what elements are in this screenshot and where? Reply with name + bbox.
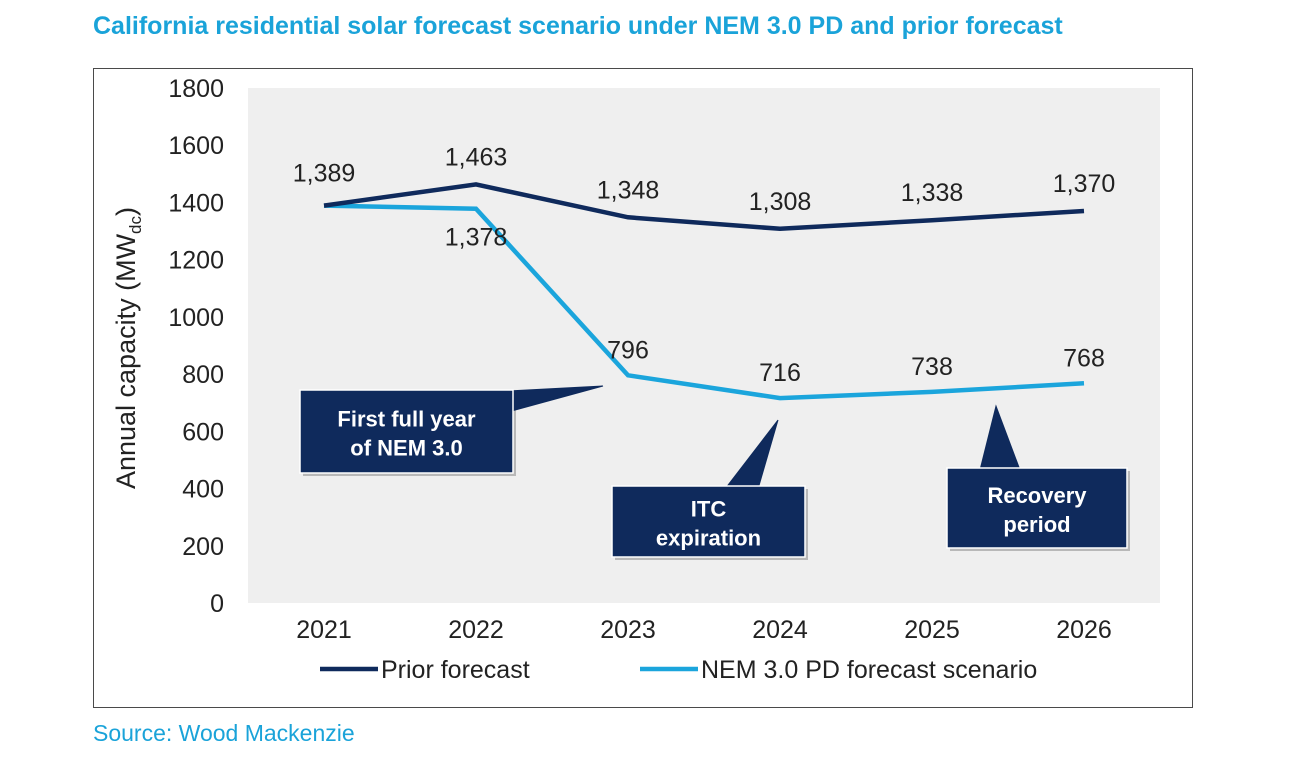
- legend-label: NEM 3.0 PD forecast scenario: [701, 656, 1037, 684]
- callout-2: Recovery period: [946, 404, 1130, 551]
- data-label: 738: [911, 353, 953, 381]
- y-tick-label: 0: [210, 590, 224, 618]
- data-label: 1,348: [597, 176, 660, 204]
- callout-text-line2: period: [1003, 512, 1070, 537]
- callout-text-line2: expiration: [656, 526, 761, 551]
- x-tick-label: 2025: [904, 616, 960, 644]
- legend-item: NEM 3.0 PD forecast scenario: [640, 656, 1037, 684]
- data-label: 1,378: [445, 224, 508, 252]
- y-tick-label: 1800: [168, 75, 224, 103]
- y-tick-label: 1000: [168, 304, 224, 332]
- callout-box: [299, 389, 514, 474]
- callout-text-line1: First full year: [337, 407, 476, 432]
- x-axis-ticks: 2021 2022 2023 2024 2025 2026: [296, 616, 1112, 644]
- data-label: 1,370: [1053, 170, 1116, 198]
- data-label: 1,389: [293, 160, 356, 188]
- legend: Prior forecast NEM 3.0 PD forecast scenar…: [320, 656, 1037, 684]
- y-axis-label-close: ): [111, 207, 141, 216]
- callouts: First full year of NEM 3.0 ITC expiration Re…: [299, 385, 1130, 560]
- chart-title: California residential solar forecast sc…: [93, 12, 1063, 40]
- y-axis-label-main: Annual capacity (MW: [111, 233, 141, 489]
- x-tick-label: 2024: [752, 616, 808, 644]
- x-tick-label: 2023: [600, 616, 656, 644]
- data-label: 1,338: [901, 179, 964, 207]
- legend-label: Prior forecast: [381, 656, 530, 684]
- series-line-prior-forecast: [323, 182, 1085, 232]
- y-tick-label: 1200: [168, 247, 224, 275]
- y-axis-ticks: 0 200 400 600 800 1000 1200 1400 1600 1800: [168, 75, 224, 618]
- y-tick-label: 400: [182, 476, 224, 504]
- data-labels: 1,389 1,463 1,348 1,308 1,338 1,370 1,378 796 71…: [293, 143, 1116, 387]
- callout-box: [611, 485, 806, 558]
- y-axis-label-sub: dc: [126, 215, 145, 233]
- legend-item: Prior forecast: [320, 656, 530, 684]
- data-label: 768: [1063, 344, 1105, 372]
- y-tick-label: 200: [182, 533, 224, 561]
- y-axis-label: Annual capacity (MWdc): [111, 207, 145, 489]
- y-tick-label: 1400: [168, 189, 224, 217]
- callout-1: ITC expiration: [611, 419, 808, 560]
- callout-box: [946, 467, 1128, 549]
- x-tick-label: 2022: [448, 616, 504, 644]
- data-label: 1,463: [445, 143, 508, 171]
- callout-text-line1: ITC: [691, 497, 727, 522]
- callout-text-line2: of NEM 3.0: [350, 436, 462, 461]
- x-tick-label: 2021: [296, 616, 352, 644]
- y-tick-label: 800: [182, 361, 224, 389]
- series-lines: [323, 182, 1085, 401]
- data-label: 716: [759, 359, 801, 387]
- data-label: 796: [607, 336, 649, 364]
- y-tick-label: 1600: [168, 132, 224, 160]
- chart-frame: [93, 68, 1193, 708]
- series-line-nem-3-pd: [323, 203, 1085, 401]
- callout-text-line1: Recovery: [987, 483, 1087, 508]
- y-tick-label: 600: [182, 418, 224, 446]
- data-label: 1,308: [749, 188, 812, 216]
- x-tick-label: 2026: [1056, 616, 1112, 644]
- source-note: Source: Wood Mackenzie: [93, 720, 355, 746]
- callout-0: First full year of NEM 3.0: [299, 385, 604, 476]
